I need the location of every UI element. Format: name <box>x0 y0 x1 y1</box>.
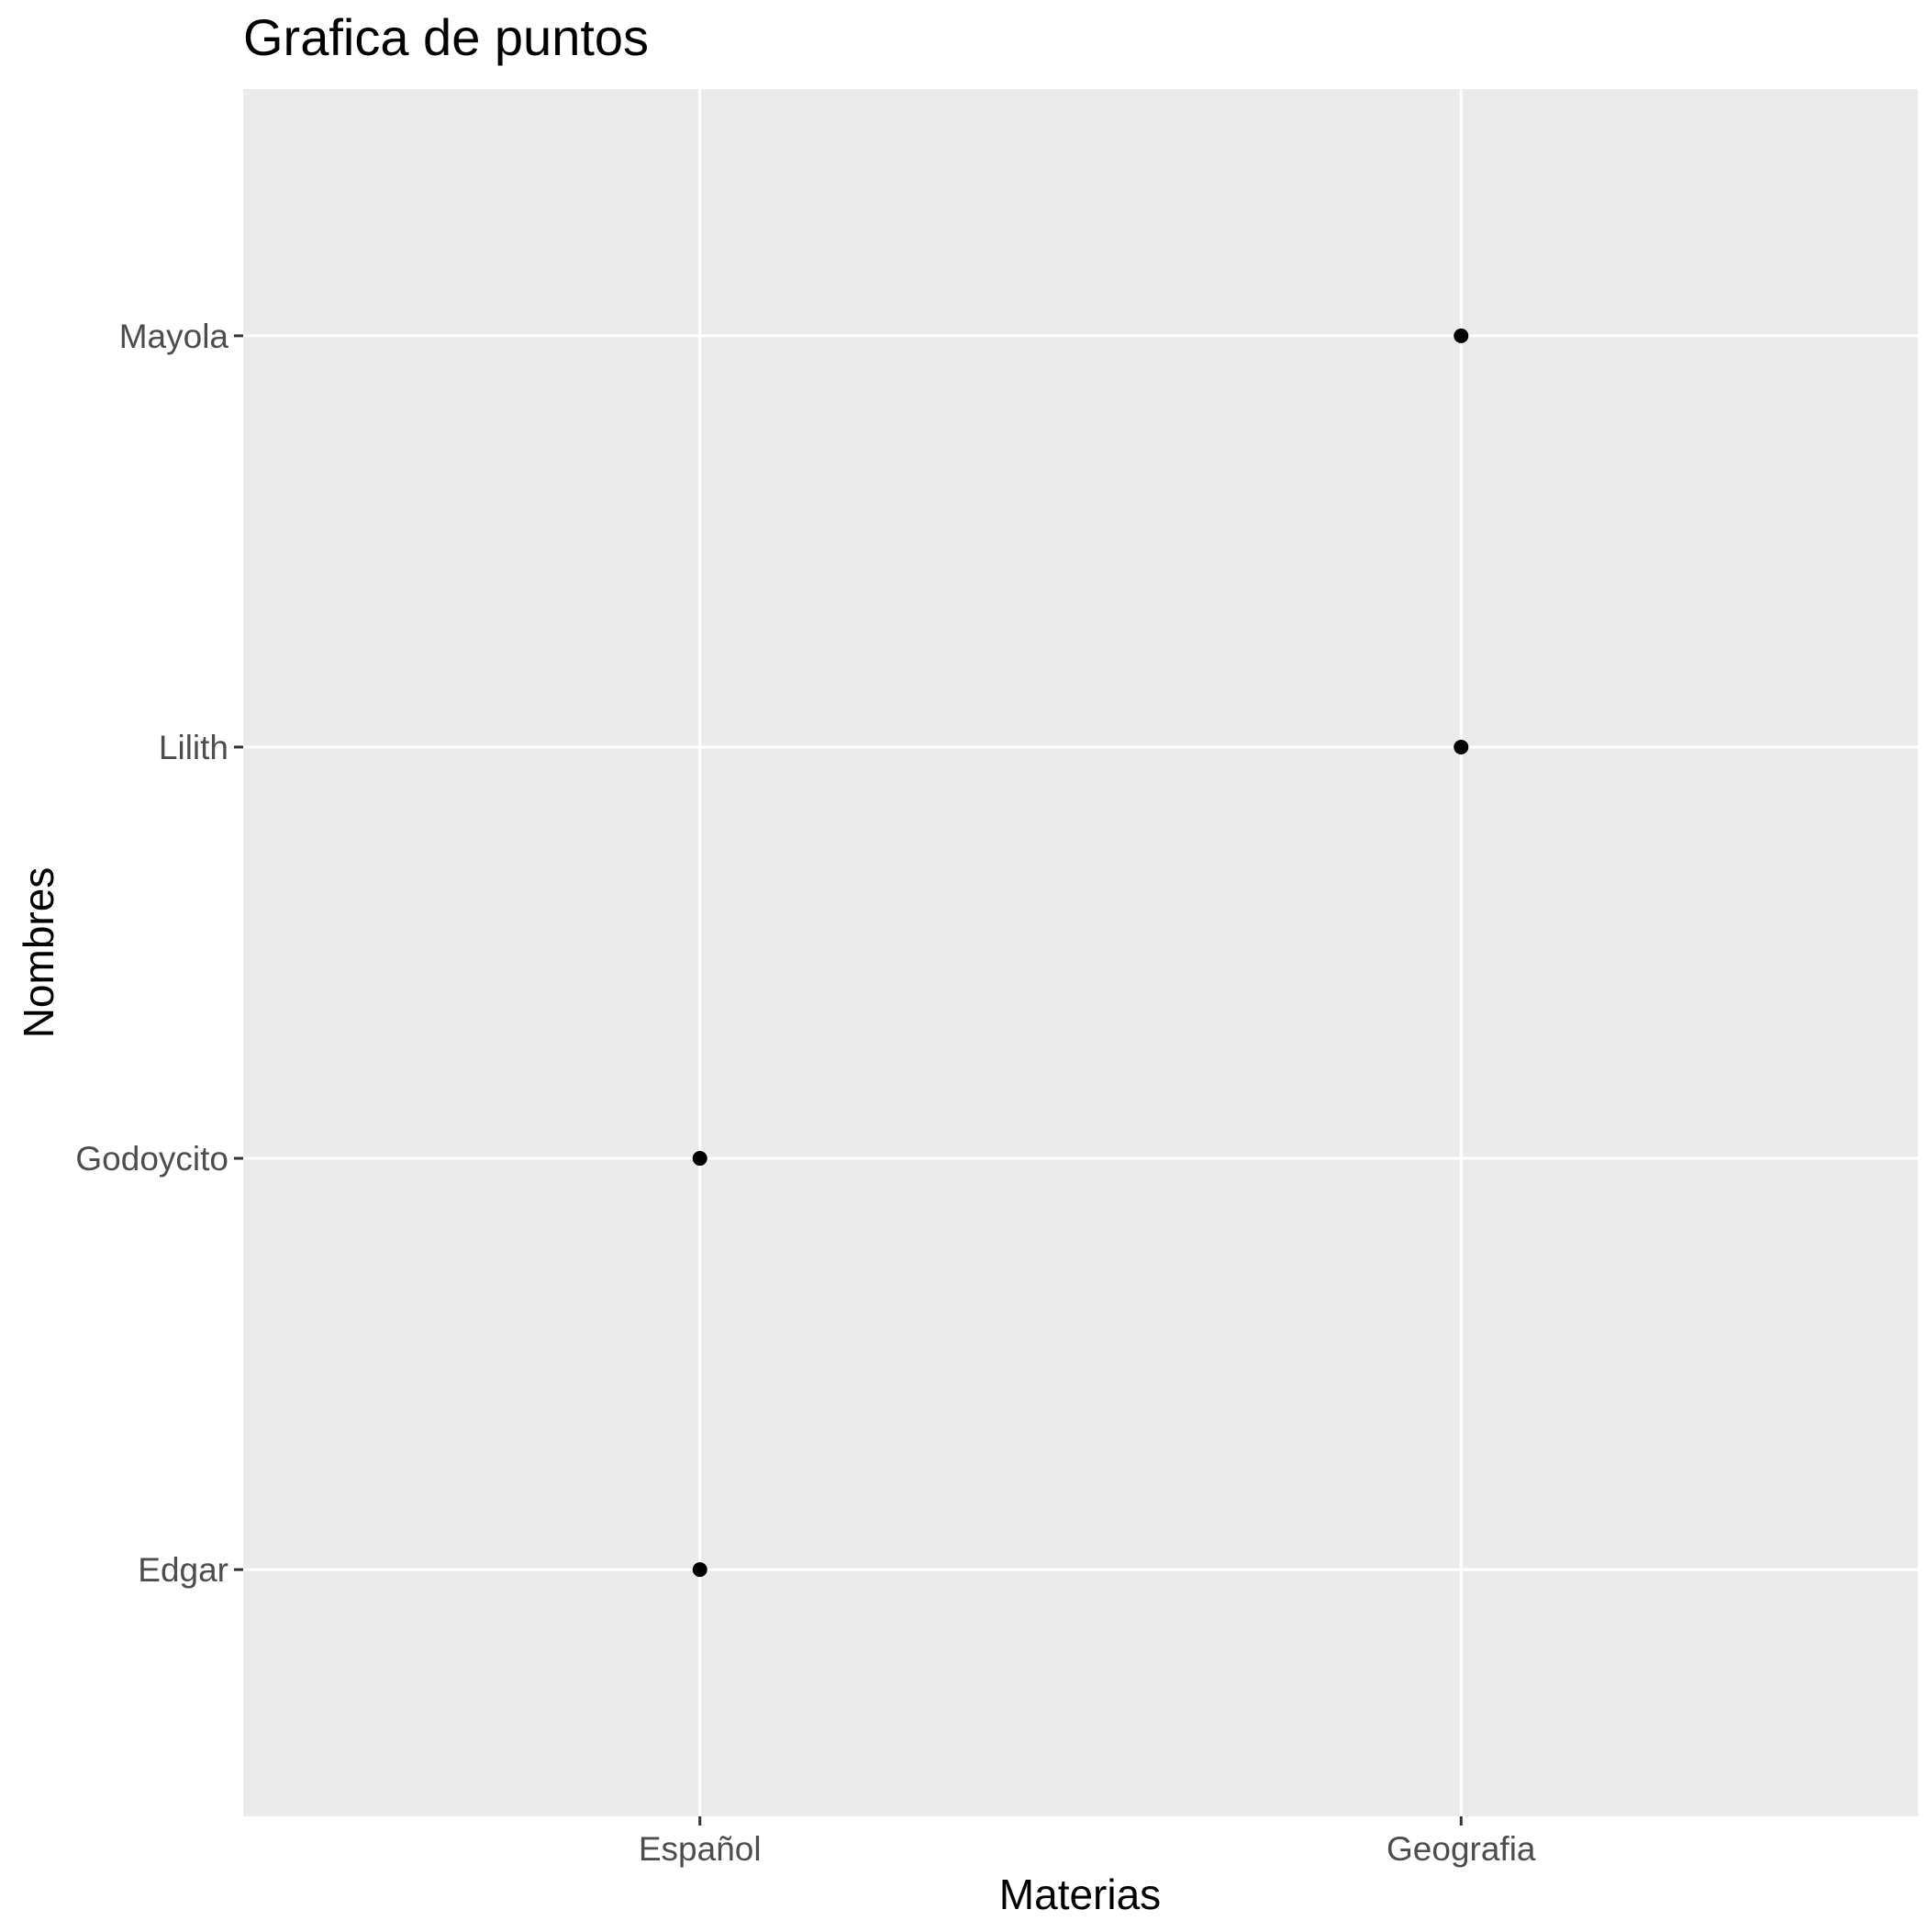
y-tick-label: Lilith <box>159 729 228 766</box>
x-tick-label: Español <box>639 1830 762 1868</box>
data-point <box>692 1562 707 1578</box>
y-axis-title: Nombres <box>15 867 62 1039</box>
data-point <box>1454 328 1469 343</box>
x-axis-title: Materias <box>999 1871 1161 1918</box>
data-point <box>1454 739 1469 754</box>
y-tick-label: Godoycito <box>75 1140 228 1178</box>
axes: Español Geografia Edgar Godoycito Lilith Mayo… <box>75 318 1536 1868</box>
gridlines <box>243 89 1918 1816</box>
y-tick-label: Edgar <box>138 1551 228 1589</box>
chart-title: Grafica de puntos <box>243 8 649 66</box>
data-point <box>692 1151 707 1167</box>
plot-panel <box>243 89 1918 1816</box>
x-tick-label: Geografia <box>1387 1830 1536 1868</box>
y-tick-label: Mayola <box>119 318 229 355</box>
data-points <box>692 328 1469 1578</box>
